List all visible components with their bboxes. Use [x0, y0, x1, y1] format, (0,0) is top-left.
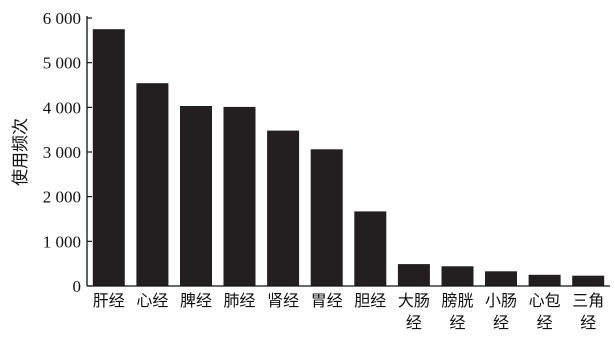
bar-2: [180, 106, 212, 286]
x-tick-label-11-line-0: 三角: [572, 291, 604, 310]
y-tick-label-5: 5 000: [43, 54, 81, 73]
bar-9: [485, 271, 517, 286]
x-tick-label-10-line-1: 经: [537, 313, 553, 332]
x-tick-label-1: 心经: [136, 291, 168, 310]
x-tick-label-6: 胆经: [354, 291, 386, 310]
bar-4: [267, 130, 300, 286]
x-tick-label-10-line-0: 心包: [529, 291, 561, 310]
y-axis-title: 使用频次: [10, 118, 31, 186]
bar-1: [136, 83, 169, 286]
bar-11: [572, 275, 605, 286]
x-tick-label-4: 肾经: [267, 291, 299, 310]
x-tick-label-2: 脾经: [180, 291, 212, 310]
bar-3: [223, 106, 256, 287]
bar-10: [528, 274, 561, 286]
x-tick-label-9-line-0: 小肠: [485, 291, 517, 310]
y-axis-title-group: 使用频次: [10, 118, 31, 186]
bars-group: [92, 29, 605, 287]
y-tick-label-4: 4 000: [43, 98, 81, 117]
x-tick-label-11-line-1: 经: [580, 313, 596, 332]
x-tick-label-8-line-0: 膀胱: [441, 291, 473, 310]
x-tick-label-3: 肺经: [223, 291, 255, 310]
bar-8: [441, 266, 474, 286]
x-tick-label-0: 肝经: [93, 291, 125, 310]
x-tick-label-7-line-1: 经: [406, 313, 422, 332]
y-tick-label-1: 1 000: [43, 232, 81, 251]
y-tick-label-2: 2 000: [43, 188, 81, 207]
x-tick-label-5: 胃经: [311, 291, 343, 310]
y-tick-label-0: 0: [73, 277, 82, 296]
bar-5: [310, 149, 343, 286]
x-tick-label-8-line-1: 经: [449, 313, 465, 332]
bar-0: [92, 29, 125, 286]
bar-7: [397, 264, 430, 286]
bar-6: [354, 211, 387, 286]
y-tick-label-3: 3 000: [43, 143, 81, 162]
y-tick-label-6: 6 000: [43, 9, 81, 28]
x-tick-label-7-line-0: 大肠: [398, 291, 430, 310]
x-tick-label-9-line-1: 经: [493, 313, 509, 332]
y-ticks-group: 0 1 000 2 000 3 000 4 000 5 000 6 000: [43, 9, 92, 296]
